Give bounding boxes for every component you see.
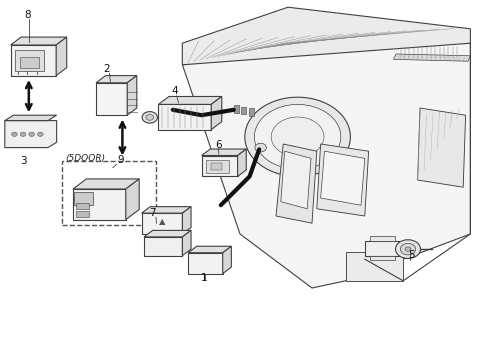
Polygon shape xyxy=(144,230,191,237)
Polygon shape xyxy=(238,149,246,176)
Polygon shape xyxy=(188,253,223,274)
Bar xyxy=(211,163,222,170)
Circle shape xyxy=(12,132,17,136)
Text: 7: 7 xyxy=(149,208,156,218)
Text: 1: 1 xyxy=(201,273,207,283)
Polygon shape xyxy=(182,230,191,256)
Text: ▲: ▲ xyxy=(159,217,166,226)
Polygon shape xyxy=(11,37,67,45)
Circle shape xyxy=(271,117,324,157)
Bar xyxy=(370,256,395,260)
Polygon shape xyxy=(56,37,67,76)
Bar xyxy=(74,192,93,205)
Bar xyxy=(234,105,239,113)
Text: 3: 3 xyxy=(20,156,26,166)
Text: 2: 2 xyxy=(103,64,110,74)
Polygon shape xyxy=(96,76,137,83)
Polygon shape xyxy=(11,45,56,76)
Polygon shape xyxy=(96,83,127,115)
Circle shape xyxy=(254,104,341,169)
Circle shape xyxy=(245,97,350,176)
Circle shape xyxy=(142,112,157,123)
Polygon shape xyxy=(211,96,222,130)
Polygon shape xyxy=(182,207,191,234)
Bar xyxy=(15,50,44,71)
Polygon shape xyxy=(144,237,182,256)
Polygon shape xyxy=(142,213,182,234)
Circle shape xyxy=(146,114,154,120)
Polygon shape xyxy=(158,104,211,130)
Polygon shape xyxy=(73,179,139,189)
Polygon shape xyxy=(317,144,369,216)
Polygon shape xyxy=(142,207,191,213)
Text: 6: 6 xyxy=(215,140,222,150)
Text: (5DOOR): (5DOOR) xyxy=(65,154,106,163)
Polygon shape xyxy=(276,144,317,223)
Polygon shape xyxy=(182,7,470,65)
Polygon shape xyxy=(126,179,139,220)
Polygon shape xyxy=(321,151,365,205)
Bar xyxy=(249,108,254,116)
Text: 9: 9 xyxy=(118,155,124,165)
Text: 8: 8 xyxy=(24,10,31,20)
Polygon shape xyxy=(182,43,470,288)
Bar xyxy=(241,107,246,114)
Bar xyxy=(370,236,395,241)
Bar xyxy=(62,161,156,225)
Circle shape xyxy=(37,132,43,136)
Polygon shape xyxy=(394,54,470,61)
Polygon shape xyxy=(281,151,311,209)
Circle shape xyxy=(405,247,411,251)
Polygon shape xyxy=(202,156,238,176)
Bar xyxy=(206,160,229,173)
Polygon shape xyxy=(5,121,57,148)
Bar xyxy=(365,241,399,256)
Text: 5: 5 xyxy=(408,251,415,261)
Circle shape xyxy=(400,243,416,255)
Polygon shape xyxy=(127,76,137,115)
Polygon shape xyxy=(158,96,222,104)
Bar xyxy=(76,211,89,217)
Circle shape xyxy=(20,132,26,136)
Polygon shape xyxy=(418,108,466,187)
Circle shape xyxy=(396,240,420,258)
Bar xyxy=(76,203,89,209)
Polygon shape xyxy=(188,246,231,253)
Polygon shape xyxy=(223,246,231,274)
Bar xyxy=(20,57,39,68)
Polygon shape xyxy=(5,115,57,121)
Polygon shape xyxy=(73,189,126,220)
Text: 4: 4 xyxy=(172,86,179,96)
Circle shape xyxy=(29,132,35,136)
Polygon shape xyxy=(202,149,246,156)
Polygon shape xyxy=(346,252,403,281)
Circle shape xyxy=(255,143,266,152)
